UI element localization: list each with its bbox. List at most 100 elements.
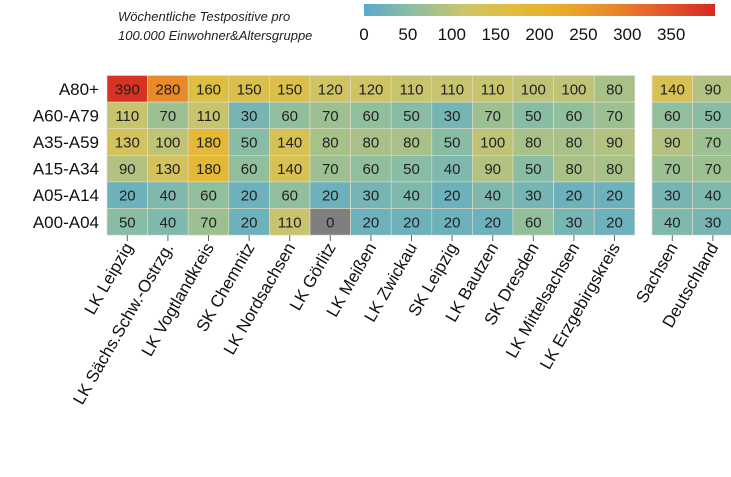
heatmap-cell bbox=[472, 155, 514, 183]
heatmap-cell bbox=[651, 181, 693, 209]
cell-value-label: 80 bbox=[403, 135, 420, 152]
legend-title-line1: Wöchentliche Testpositive pro bbox=[118, 9, 290, 24]
cell-value-label: 110 bbox=[400, 81, 424, 98]
legend-tick-label: 300 bbox=[613, 25, 641, 44]
cell-value-label: 70 bbox=[322, 108, 339, 125]
heatmap-cell bbox=[553, 181, 595, 209]
cell-value-label: 20 bbox=[606, 188, 623, 205]
cell-value-label: 120 bbox=[358, 81, 383, 98]
heatmap-cell bbox=[431, 181, 473, 209]
cell-value-label: 90 bbox=[484, 161, 501, 178]
heatmap-cell bbox=[309, 101, 351, 129]
cell-value-label: 120 bbox=[318, 81, 343, 98]
cell-value-label: 60 bbox=[525, 214, 542, 231]
heatmap-cell bbox=[553, 75, 595, 103]
cell-value-label: 50 bbox=[403, 161, 420, 178]
cell-value-label: 30 bbox=[241, 108, 258, 125]
cell-value-label: 40 bbox=[444, 161, 461, 178]
cell-value-label: 100 bbox=[480, 135, 505, 152]
cell-value-label: 180 bbox=[196, 135, 221, 152]
cell-value-label: 40 bbox=[160, 214, 177, 231]
cell-value-label: 80 bbox=[566, 161, 583, 178]
heatmap-cell bbox=[147, 75, 189, 103]
heatmap-cell bbox=[228, 101, 270, 129]
cell-value-label: 30 bbox=[444, 108, 461, 125]
heatmap-cell bbox=[147, 208, 189, 236]
cell-value-label: 40 bbox=[160, 188, 177, 205]
legend-tick-label: 200 bbox=[525, 25, 553, 44]
heatmap-cell bbox=[269, 101, 311, 129]
row-labels: A80+ A60-A79 A35-A59 A15-A34 A05-A14 A00-A04 bbox=[33, 80, 99, 232]
heatmap-cell bbox=[390, 208, 433, 236]
heatmap-cell bbox=[309, 75, 351, 103]
cell-value-label: 30 bbox=[664, 188, 681, 205]
cell-value-label: 80 bbox=[525, 135, 542, 152]
heatmap-cell bbox=[512, 155, 554, 183]
heatmap-cell bbox=[106, 75, 148, 103]
cell-value-label: 90 bbox=[664, 135, 681, 152]
heatmap-cell bbox=[651, 75, 693, 103]
heatmap-cell bbox=[553, 155, 595, 183]
heatmap-cell bbox=[350, 181, 392, 209]
heatmap-cell bbox=[692, 128, 731, 156]
heatmap-cell bbox=[390, 101, 433, 129]
heatmap-cell bbox=[228, 208, 270, 236]
cell-value-label: 140 bbox=[660, 81, 685, 98]
legend-title-line2: 100.000 Einwohner&Altersgruppe bbox=[118, 28, 312, 43]
cell-value-label: 60 bbox=[363, 161, 380, 178]
cell-value-label: 90 bbox=[606, 135, 623, 152]
cell-value-label: 110 bbox=[115, 108, 139, 125]
cell-value-label: 110 bbox=[481, 81, 505, 98]
heatmap-cell bbox=[187, 155, 230, 183]
heatmap-cell bbox=[187, 208, 230, 236]
cell-value-label: 30 bbox=[566, 214, 583, 231]
heatmap-cell bbox=[390, 155, 433, 183]
cell-value-label: 110 bbox=[278, 214, 302, 231]
cell-value-label: 20 bbox=[241, 214, 258, 231]
cell-value-label: 40 bbox=[664, 214, 681, 231]
heatmap-cell bbox=[228, 181, 270, 209]
cell-value-label: 20 bbox=[566, 188, 583, 205]
heatmap-cell bbox=[593, 208, 636, 236]
row-label: A35-A59 bbox=[33, 133, 99, 152]
cell-value-label: 80 bbox=[606, 161, 623, 178]
cell-value-label: 50 bbox=[119, 214, 136, 231]
cell-value-label: 20 bbox=[606, 214, 623, 231]
cell-value-label: 110 bbox=[197, 108, 221, 125]
cell-value-label: 140 bbox=[277, 135, 302, 152]
legend-tick-label: 250 bbox=[569, 25, 597, 44]
legend-tick-label: 0 bbox=[359, 25, 368, 44]
row-label: A80+ bbox=[59, 80, 99, 99]
cell-value-label: 130 bbox=[115, 135, 140, 152]
row-label: A05-A14 bbox=[33, 186, 99, 205]
heatmap-cell bbox=[147, 128, 189, 156]
heatmap-cell bbox=[651, 155, 693, 183]
cell-value-label: 100 bbox=[561, 81, 586, 98]
cell-value-label: 130 bbox=[155, 161, 180, 178]
heatmap-cells: 390 280 160 150 150 120 120 110 110 110 100 100 80 11… bbox=[106, 75, 731, 236]
heatmap-cell bbox=[350, 101, 392, 129]
heatmap-cell bbox=[187, 181, 230, 209]
heatmap-cell bbox=[106, 181, 148, 209]
heatmap-cell bbox=[350, 208, 392, 236]
heatmap-cell bbox=[269, 128, 311, 156]
heatmap-cell bbox=[106, 101, 148, 129]
cell-value-label: 40 bbox=[484, 188, 501, 205]
cell-value-label: 80 bbox=[363, 135, 380, 152]
cell-value-label: 40 bbox=[403, 188, 420, 205]
cell-value-label: 20 bbox=[322, 188, 339, 205]
cell-value-label: 50 bbox=[525, 108, 542, 125]
cell-value-label: 20 bbox=[403, 214, 420, 231]
heatmap-cell bbox=[228, 155, 270, 183]
cell-value-label: 50 bbox=[705, 108, 722, 125]
cell-value-label: 180 bbox=[196, 161, 221, 178]
cell-value-label: 20 bbox=[444, 214, 461, 231]
legend-tick-label: 350 bbox=[657, 25, 685, 44]
cell-value-label: 50 bbox=[403, 108, 420, 125]
cell-value-label: 100 bbox=[155, 135, 180, 152]
cell-value-label: 390 bbox=[115, 81, 140, 98]
heatmap-cell bbox=[692, 155, 731, 183]
heatmap-cell bbox=[593, 101, 636, 129]
heatmap-cell bbox=[309, 155, 351, 183]
cell-value-label: 70 bbox=[606, 108, 623, 125]
